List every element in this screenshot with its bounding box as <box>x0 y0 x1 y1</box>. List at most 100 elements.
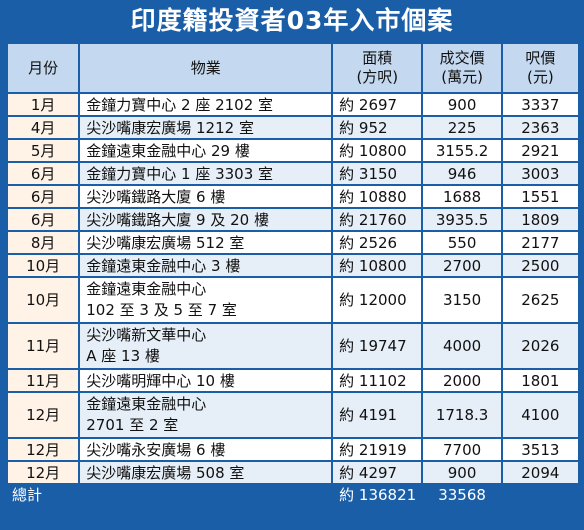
price-per-foot-cell: 2026 <box>502 324 578 368</box>
property-line: 102 至 3 及 5 至 7 室 <box>86 301 237 319</box>
table-row: 12月 尖沙嘴康宏廣場 508 室 約 4297 900 2094 <box>8 462 578 483</box>
property-cell: 尖沙嘴明輝中心 10 樓 <box>80 370 332 391</box>
header-area: 面積 (方呎) <box>333 44 422 92</box>
price-cell: 946 <box>423 163 501 184</box>
area-cell: 約 21919 <box>333 439 422 460</box>
price-per-foot-cell: 1801 <box>502 370 578 391</box>
price-cell: 7700 <box>423 439 501 460</box>
table-row: 11月 尖沙嘴新文華中心 A 座 13 樓 約 19747 4000 2026 <box>8 324 578 368</box>
price-cell: 225 <box>423 117 501 138</box>
property-line: 尖沙嘴鐵路大廈 9 及 20 樓 <box>86 210 269 229</box>
header-area-line2: (方呎) <box>356 68 399 86</box>
header-ppf-line2: (元) <box>527 68 554 86</box>
price-cell: 1688 <box>423 186 501 207</box>
total-ppf-empty <box>503 485 578 505</box>
header-price-line1: 成交價 <box>439 49 485 67</box>
table-row: 11月 尖沙嘴明輝中心 10 樓 約 11102 2000 1801 <box>8 370 578 391</box>
price-cell: 900 <box>423 94 501 115</box>
month-cell: 11月 <box>8 370 79 391</box>
property-line: 金鐘遠東金融中心 <box>86 280 207 298</box>
total-row: 總計 約 136821 33568 <box>8 485 578 505</box>
area-cell: 約 4297 <box>333 462 422 483</box>
property-cell: 金鐘遠東金融中心 2701 至 2 室 <box>80 393 332 437</box>
header-row: 月份 物業 面積 (方呎) 成交價 (萬元) 呎價 (元) <box>8 44 578 92</box>
month-cell: 12月 <box>8 439 79 460</box>
price-per-foot-cell: 2500 <box>502 255 578 276</box>
property-line: 金鐘遠東金融中心 29 樓 <box>86 141 250 160</box>
table-row: 12月 尖沙嘴永安廣場 6 樓 約 21919 7700 3513 <box>8 439 578 460</box>
month-cell: 8月 <box>8 232 79 253</box>
month-cell: 12月 <box>8 462 79 483</box>
header-ppf-line1: 呎價 <box>525 49 556 67</box>
price-per-foot-cell: 2625 <box>502 278 578 322</box>
property-line: 尖沙嘴康宏廣場 1212 室 <box>86 118 254 137</box>
property-line: 尖沙嘴康宏廣場 508 室 <box>86 463 245 482</box>
property-cell: 尖沙嘴永安廣場 6 樓 <box>80 439 332 460</box>
total-property-empty <box>80 485 331 505</box>
header-area-line1: 面積 <box>362 49 393 67</box>
area-cell: 約 4191 <box>333 393 422 437</box>
table-row: 12月 金鐘遠東金融中心 2701 至 2 室 約 4191 1718.3 4100 <box>8 393 578 437</box>
property-line: 金鐘力寶中心 1 座 3303 室 <box>86 164 274 183</box>
month-cell: 1月 <box>8 94 79 115</box>
price-per-foot-cell: 2363 <box>502 117 578 138</box>
table-row: 4月 尖沙嘴康宏廣場 1212 室 約 952 225 2363 <box>8 117 578 138</box>
total-area: 約 136821 <box>339 485 417 504</box>
price-per-foot-cell: 2921 <box>502 140 578 161</box>
month-cell: 6月 <box>8 186 79 207</box>
property-line: 尖沙嘴鐵路大廈 6 樓 <box>86 187 226 206</box>
table-row: 6月 尖沙嘴鐵路大廈 9 及 20 樓 約 21760 3935.5 1809 <box>8 209 578 230</box>
table-row: 5月 金鐘遠東金融中心 29 樓 約 10800 3155.2 2921 <box>8 140 578 161</box>
property-line: A 座 13 樓 <box>86 347 160 365</box>
header-month: 月份 <box>8 44 79 92</box>
table-row: 6月 尖沙嘴鐵路大廈 6 樓 約 10880 1688 1551 <box>8 186 578 207</box>
month-cell: 6月 <box>8 209 79 230</box>
price-per-foot-cell: 3513 <box>502 439 578 460</box>
table-row: 8月 尖沙嘴康宏廣場 512 室 約 2526 550 2177 <box>8 232 578 253</box>
price-per-foot-cell: 1809 <box>502 209 578 230</box>
property-cell: 金鐘遠東金融中心 3 樓 <box>80 255 332 276</box>
header-price-per-foot: 呎價 (元) <box>502 44 578 92</box>
table-row: 1月 金鐘力寶中心 2 座 2102 室 約 2697 900 3337 <box>8 94 578 115</box>
price-cell: 550 <box>423 232 501 253</box>
table-title: 印度籍投資者03年入市個案 <box>130 6 454 35</box>
price-cell: 2700 <box>423 255 501 276</box>
property-cell: 金鐘遠東金融中心 29 樓 <box>80 140 332 161</box>
month-cell: 6月 <box>8 163 79 184</box>
price-per-foot-cell: 3003 <box>502 163 578 184</box>
month-cell: 4月 <box>8 117 79 138</box>
table-body: 1月 金鐘力寶中心 2 座 2102 室約 2697 900 3337 4月 尖沙嘴康宏廣… <box>8 94 578 483</box>
header-price-line2: (萬元) <box>441 68 483 86</box>
property-cell: 尖沙嘴新文華中心 A 座 13 樓 <box>80 324 332 368</box>
property-line: 尖沙嘴明輝中心 10 樓 <box>86 371 235 390</box>
header-property: 物業 <box>80 44 332 92</box>
price-cell: 900 <box>423 462 501 483</box>
area-cell: 約 19747 <box>333 324 422 368</box>
transactions-table: 月份 物業 面積 (方呎) 成交價 (萬元) 呎價 (元) 1月 金鐘力寶中心 2… <box>6 42 580 507</box>
property-cell: 金鐘力寶中心 1 座 3303 室 <box>80 163 332 184</box>
month-cell: 11月 <box>8 324 79 368</box>
total-price: 33568 <box>438 485 486 504</box>
area-cell: 約 2526 <box>333 232 422 253</box>
month-cell: 5月 <box>8 140 79 161</box>
property-cell: 尖沙嘴鐵路大廈 9 及 20 樓 <box>80 209 332 230</box>
area-cell: 約 10880 <box>333 186 422 207</box>
property-line: 尖沙嘴新文華中心 <box>86 326 207 344</box>
price-per-foot-cell: 1551 <box>502 186 578 207</box>
price-cell: 1718.3 <box>423 393 501 437</box>
month-cell: 10月 <box>8 255 79 276</box>
price-per-foot-cell: 2094 <box>502 462 578 483</box>
property-cell: 尖沙嘴康宏廣場 512 室 <box>80 232 332 253</box>
property-cell: 尖沙嘴鐵路大廈 6 樓 <box>80 186 332 207</box>
area-cell: 約 10800 <box>333 255 422 276</box>
table-row: 10月 金鐘遠東金融中心 3 樓 約 10800 2700 2500 <box>8 255 578 276</box>
property-cell: 尖沙嘴康宏廣場 1212 室 <box>80 117 332 138</box>
price-per-foot-cell: 2177 <box>502 232 578 253</box>
header-price: 成交價 (萬元) <box>423 44 501 92</box>
area-cell: 約 12000 <box>333 278 422 322</box>
price-cell: 2000 <box>423 370 501 391</box>
month-cell: 10月 <box>8 278 79 322</box>
price-cell: 4000 <box>423 324 501 368</box>
table-row: 6月 金鐘力寶中心 1 座 3303 室 約 3150 946 3003 <box>8 163 578 184</box>
